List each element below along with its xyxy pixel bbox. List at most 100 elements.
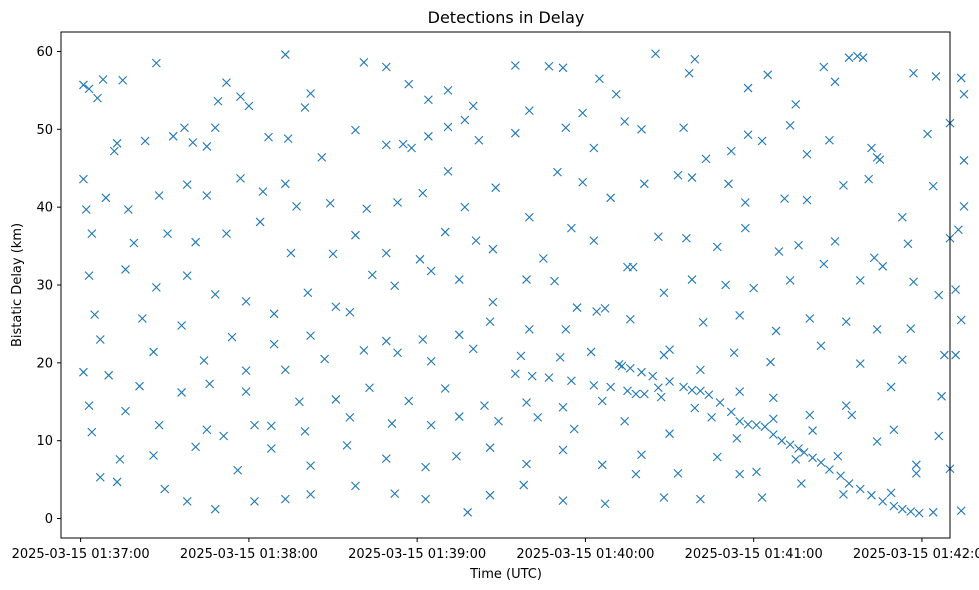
data-point <box>404 396 414 406</box>
data-point <box>440 384 450 393</box>
data-point <box>659 350 669 360</box>
data-point <box>606 193 616 203</box>
data-point <box>79 80 88 90</box>
data-point <box>154 191 164 200</box>
data-point <box>698 317 708 327</box>
data-point <box>398 139 408 149</box>
x-axis: 2025-03-15 01:37:00 2025-03-15 01:38:00 20… <box>12 538 979 562</box>
data-point <box>345 307 355 317</box>
data-point <box>673 468 683 478</box>
data-point <box>112 138 122 148</box>
data-point <box>423 131 433 141</box>
data-point <box>712 242 722 252</box>
data-point <box>421 462 430 472</box>
data-point <box>696 386 705 396</box>
data-point <box>381 62 391 72</box>
data-point <box>510 369 520 379</box>
data-point <box>853 51 862 61</box>
data-point <box>558 402 568 412</box>
data-point <box>659 288 669 298</box>
data-point <box>959 89 969 99</box>
data-point <box>182 271 192 281</box>
data-point <box>625 314 635 324</box>
data-point <box>544 373 554 383</box>
data-point <box>485 317 495 326</box>
data-point <box>684 68 694 78</box>
data-point <box>558 445 568 455</box>
data-point <box>236 92 245 102</box>
data-point <box>858 53 868 63</box>
data-point <box>855 275 865 285</box>
data-point <box>280 179 290 189</box>
data-point <box>426 420 436 430</box>
data-point <box>210 123 220 133</box>
data-point <box>665 429 674 439</box>
data-point <box>494 416 503 426</box>
data-point <box>527 371 537 381</box>
data-point <box>928 507 938 517</box>
data-point <box>707 412 717 422</box>
data-point <box>79 174 88 184</box>
data-point <box>320 354 330 364</box>
data-point <box>168 131 178 141</box>
data-point <box>959 201 969 211</box>
data-point <box>522 459 531 469</box>
data-point <box>202 425 212 435</box>
data-point <box>637 450 646 460</box>
data-point <box>280 50 290 59</box>
data-point <box>572 303 582 312</box>
data-point <box>567 223 576 233</box>
data-point <box>653 383 663 393</box>
data-point <box>84 84 94 94</box>
data-point <box>597 396 607 406</box>
data-point <box>95 472 105 482</box>
data-point <box>454 275 464 284</box>
data-point <box>923 129 932 139</box>
data-point <box>418 335 428 344</box>
data-point <box>805 314 815 323</box>
data-point <box>426 266 436 276</box>
data-point <box>567 376 576 386</box>
data-point <box>656 392 666 402</box>
data-point <box>390 281 400 291</box>
data-point <box>264 132 273 142</box>
data-point <box>468 344 478 354</box>
data-point <box>306 461 315 470</box>
data-point <box>766 357 775 367</box>
data-point <box>715 398 725 407</box>
data-point <box>255 217 265 227</box>
data-point <box>701 154 711 164</box>
data-point <box>474 135 484 145</box>
data-point <box>724 179 733 189</box>
data-points <box>79 49 969 518</box>
data-point <box>830 237 840 246</box>
data-point <box>258 187 268 196</box>
data-point <box>463 507 473 517</box>
data-point <box>934 431 944 441</box>
data-point <box>889 501 899 511</box>
data-point <box>359 346 369 355</box>
data-point <box>665 377 674 386</box>
data-point <box>889 425 899 435</box>
data-point <box>552 167 562 177</box>
data-point <box>182 180 192 189</box>
data-point <box>151 58 161 68</box>
data-point <box>864 174 874 184</box>
x-tick-label: 2025-03-15 01:37:00 <box>12 547 150 562</box>
data-point <box>524 324 534 334</box>
data-point <box>561 123 571 133</box>
data-point <box>805 410 815 420</box>
data-point <box>614 360 624 369</box>
data-point <box>617 361 627 371</box>
data-point <box>544 61 554 71</box>
data-point <box>306 331 315 340</box>
data-point <box>163 229 172 239</box>
data-point <box>802 195 812 205</box>
data-point <box>140 136 150 146</box>
data-point <box>802 149 812 159</box>
data-point <box>317 152 327 162</box>
data-point <box>522 398 531 407</box>
data-point <box>954 225 963 235</box>
data-point <box>785 121 795 130</box>
